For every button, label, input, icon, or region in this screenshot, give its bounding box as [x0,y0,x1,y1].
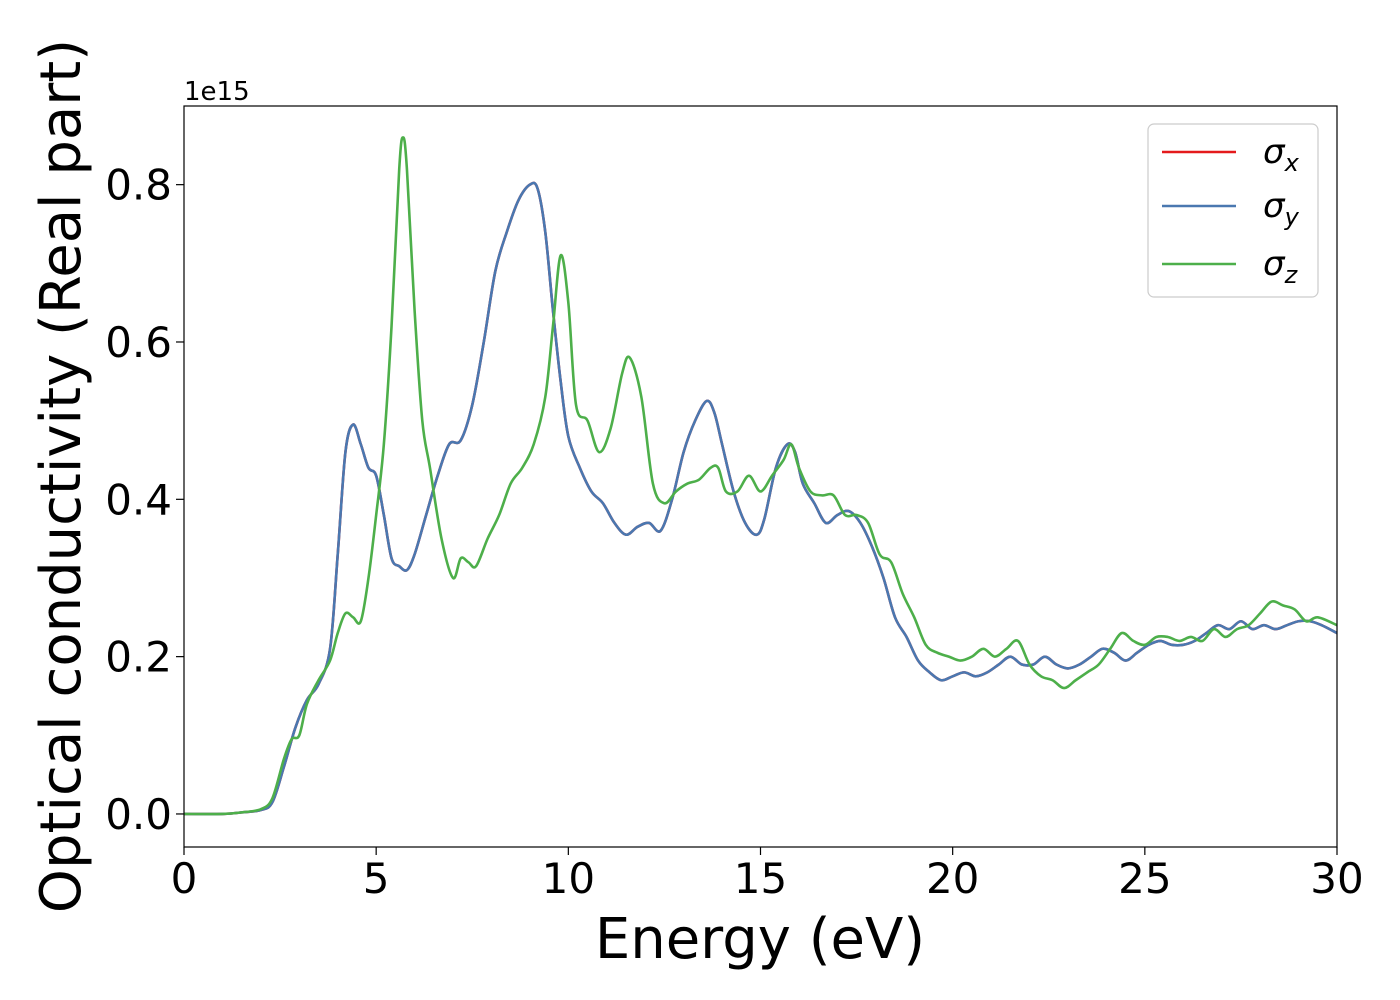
legend-label-z: σz [1263,244,1299,289]
x-tick-label: 25 [1118,854,1171,903]
x-tick-label: 10 [542,854,595,903]
y-axis: 0.0 0.2 0.4 0.6 0.8 [105,161,184,839]
y-tick-label: 0.8 [105,161,172,210]
y-offset-label: 1e15 [184,77,250,107]
series-line-y [183,181,1338,816]
legend-box [1147,123,1319,298]
legend-label-x: σx [1263,132,1300,177]
series-layer [183,136,1338,816]
x-axis: 0 5 10 15 20 25 30 [171,847,1364,903]
series-line-z [183,136,1338,816]
y-tick-label: 0.0 [105,790,172,839]
x-tick-label: 5 [363,854,390,903]
y-tick-label: 0.2 [105,633,172,682]
y-tick-label: 0.6 [105,318,172,367]
y-axis-title: Optical conductivity (Real part) [29,39,94,913]
legend-label-y: σy [1263,186,1300,231]
x-axis-title: Energy (eV) [595,907,925,972]
x-tick-label: 20 [926,854,979,903]
x-tick-label: 0 [171,854,198,903]
x-tick-label: 15 [734,854,787,903]
legend: σx σy σz [1147,123,1319,298]
y-tick-label: 0.4 [105,475,172,524]
x-tick-label: 30 [1310,854,1363,903]
